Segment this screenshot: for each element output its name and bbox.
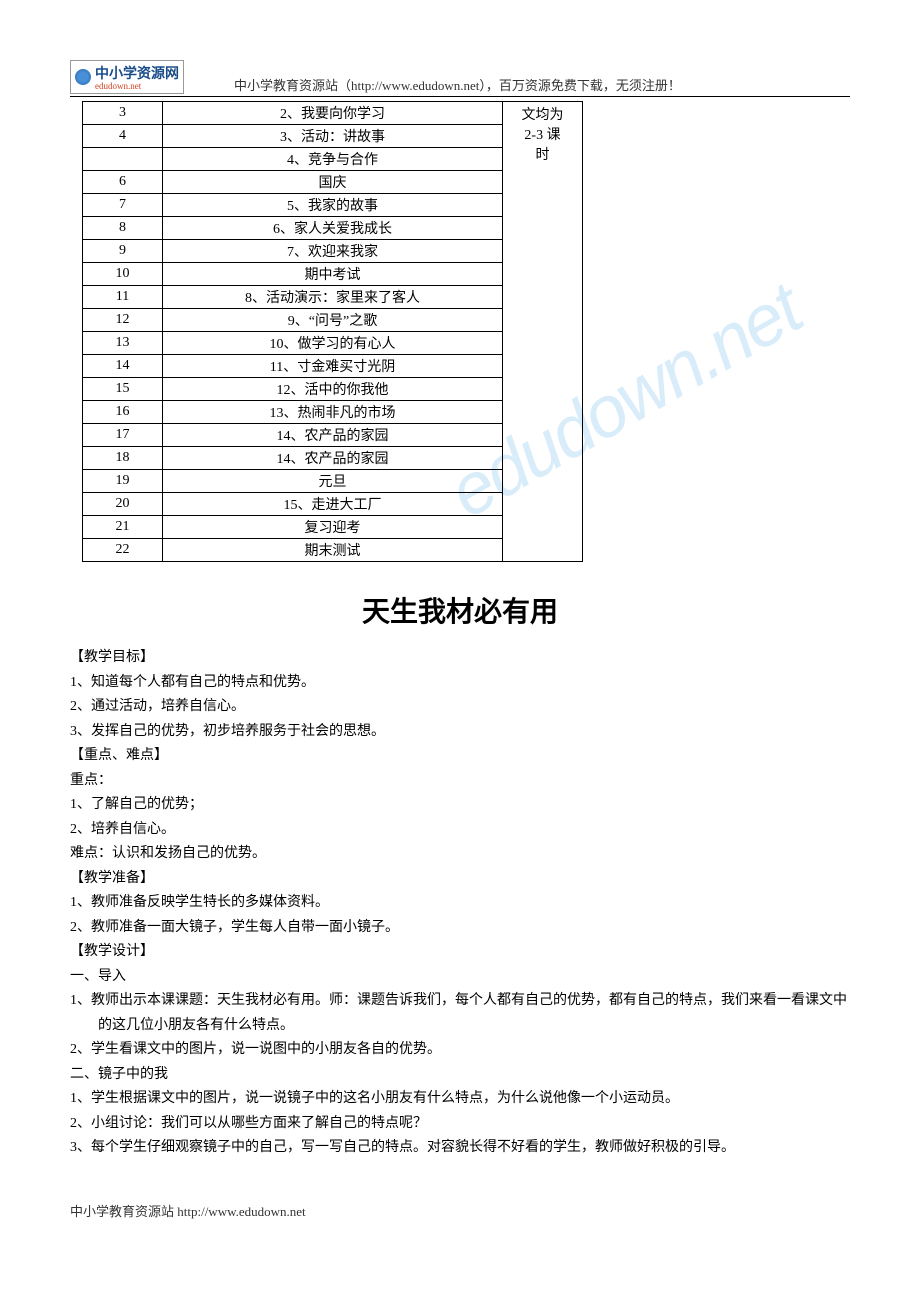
week-number-cell: 12 — [83, 309, 163, 332]
header-tagline: 中小学教育资源站（http://www.edudown.net），百万资源免费下… — [204, 75, 850, 94]
week-number-cell — [83, 148, 163, 171]
week-number-cell: 15 — [83, 378, 163, 401]
section2-item: 1、学生根据课文中的图片，说一说镜子中的这名小朋友有什么特点，为什么说他像一个小… — [70, 1087, 850, 1112]
week-number-cell: 17 — [83, 424, 163, 447]
content-cell: 13、热闹非凡的市场 — [163, 401, 503, 424]
content-cell: 11、寸金难买寸光阴 — [163, 355, 503, 378]
week-number-cell: 9 — [83, 240, 163, 263]
content-cell: 9、“问号”之歌 — [163, 309, 503, 332]
keypoint-item: 2、培养自信心。 — [70, 818, 850, 843]
prep-item: 2、教师准备一面大镜子，学生每人自带一面小镜子。 — [70, 916, 850, 941]
page-footer: 中小学教育资源站 http://www.edudown.net — [70, 1201, 850, 1220]
content-cell: 14、农产品的家园 — [163, 447, 503, 470]
objective-item: 3、发挥自己的优势，初步培养服务于社会的思想。 — [70, 720, 850, 745]
content-cell: 2、我要向你学习 — [163, 102, 503, 125]
content-cell: 8、活动演示：家里来了客人 — [163, 286, 503, 309]
week-number-cell: 19 — [83, 470, 163, 493]
week-number-cell: 10 — [83, 263, 163, 286]
week-number-cell: 20 — [83, 493, 163, 516]
content-cell: 期末测试 — [163, 539, 503, 562]
difficulty-text: 难点：认识和发扬自己的优势。 — [70, 842, 850, 867]
content-cell: 元旦 — [163, 470, 503, 493]
week-number-cell: 22 — [83, 539, 163, 562]
lesson-body: 【教学目标】 1、知道每个人都有自己的特点和优势。2、通过活动，培养自信心。3、… — [70, 646, 850, 1161]
prep-item: 1、教师准备反映学生特长的多媒体资料。 — [70, 891, 850, 916]
week-number-cell: 6 — [83, 171, 163, 194]
content-cell: 3、活动：讲故事 — [163, 125, 503, 148]
objective-item: 1、知道每个人都有自己的特点和优势。 — [70, 671, 850, 696]
design-heading: 【教学设计】 — [70, 940, 850, 965]
week-number-cell: 16 — [83, 401, 163, 424]
content-cell: 期中考试 — [163, 263, 503, 286]
week-number-cell: 7 — [83, 194, 163, 217]
content-cell: 10、做学习的有心人 — [163, 332, 503, 355]
objective-item: 2、通过活动，培养自信心。 — [70, 695, 850, 720]
week-number-cell: 14 — [83, 355, 163, 378]
week-number-cell: 11 — [83, 286, 163, 309]
table-row: 32、我要向你学习文均为 2-3 课 时 — [83, 102, 583, 125]
globe-icon — [75, 69, 91, 85]
section2-item: 3、每个学生仔细观察镜子中的自己，写一写自己的特点。对容貌长得不好看的学生，教师… — [70, 1136, 850, 1161]
section2-heading: 二、镜子中的我 — [70, 1063, 850, 1088]
week-number-cell: 3 — [83, 102, 163, 125]
content-cell: 4、竞争与合作 — [163, 148, 503, 171]
section1-heading: 一、导入 — [70, 965, 850, 990]
content-cell: 7、欢迎来我家 — [163, 240, 503, 263]
keypoint-label: 重点： — [70, 769, 850, 794]
week-number-cell: 8 — [83, 217, 163, 240]
site-logo: 中小学资源网 edudown.net — [70, 60, 184, 94]
lesson-title: 天生我材必有用 — [70, 590, 850, 630]
content-cell: 复习迎考 — [163, 516, 503, 539]
week-number-cell: 21 — [83, 516, 163, 539]
keypoint-item: 1、了解自己的优势； — [70, 793, 850, 818]
section1-item: 1、教师出示本课课题：天生我材必有用。师：课题告诉我们，每个人都有自己的优势，都… — [70, 989, 850, 1038]
section1-item: 2、学生看课文中的图片，说一说图中的小朋友各自的优势。 — [70, 1038, 850, 1063]
logo-text: 中小学资源网 — [95, 67, 179, 82]
objectives-heading: 【教学目标】 — [70, 646, 850, 671]
content-cell: 14、农产品的家园 — [163, 424, 503, 447]
week-number-cell: 4 — [83, 125, 163, 148]
page-header: 中小学资源网 edudown.net 中小学教育资源站（http://www.e… — [70, 60, 850, 97]
schedule-table: 32、我要向你学习文均为 2-3 课 时43、活动：讲故事4、竞争与合作6国庆7… — [82, 101, 583, 562]
section2-item: 2、小组讨论：我们可以从哪些方面来了解自己的特点呢？ — [70, 1112, 850, 1137]
logo-subtext: edudown.net — [95, 81, 179, 91]
content-cell: 12、活中的你我他 — [163, 378, 503, 401]
content-cell: 6、家人关爱我成长 — [163, 217, 503, 240]
content-cell: 国庆 — [163, 171, 503, 194]
prep-heading: 【教学准备】 — [70, 867, 850, 892]
week-number-cell: 13 — [83, 332, 163, 355]
content-cell: 15、走进大工厂 — [163, 493, 503, 516]
week-number-cell: 18 — [83, 447, 163, 470]
note-cell: 文均为 2-3 课 时 — [503, 102, 583, 562]
keypoints-heading: 【重点、难点】 — [70, 744, 850, 769]
content-cell: 5、我家的故事 — [163, 194, 503, 217]
